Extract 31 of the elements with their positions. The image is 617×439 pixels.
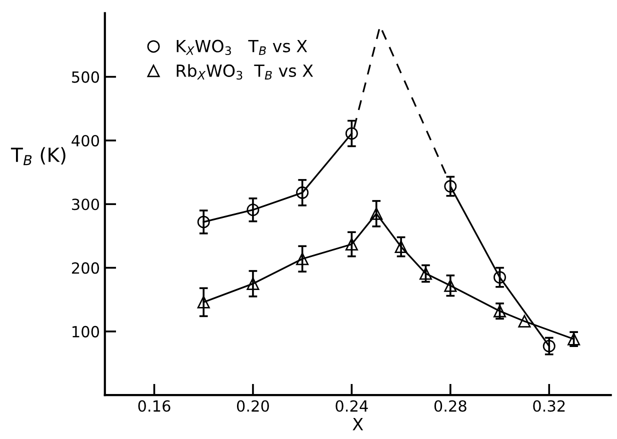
y-axis-title: T$_{B}$ (K) bbox=[10, 147, 66, 166]
x-tick-label: 0.16 bbox=[138, 400, 170, 412]
point bbox=[370, 207, 383, 220]
x-tick-label: 0.28 bbox=[434, 400, 466, 412]
y-tick-label: 300 bbox=[72, 198, 100, 210]
text: K$_{X}$WO$_{3}$ T$_{B}$ vs X bbox=[176, 40, 308, 56]
point bbox=[419, 267, 432, 280]
point bbox=[246, 277, 260, 290]
x-axis-title: X bbox=[352, 418, 364, 430]
y-tick-label: 200 bbox=[72, 262, 100, 274]
legend-label: Rb$_{X}$WO$_{3}$ T$_{B}$ vs X bbox=[176, 64, 314, 80]
point bbox=[518, 315, 531, 328]
y-tick-label: 400 bbox=[72, 134, 100, 146]
point bbox=[542, 340, 556, 352]
x-tick-label: 0.20 bbox=[236, 400, 269, 412]
x-tick-label: 0.24 bbox=[336, 400, 368, 412]
point bbox=[246, 204, 260, 216]
point bbox=[296, 252, 309, 266]
x-tick-label: 0.32 bbox=[533, 400, 565, 412]
point bbox=[494, 304, 506, 318]
y-tick-label: 100 bbox=[72, 326, 100, 338]
y-tick-label: 500 bbox=[72, 71, 100, 83]
point bbox=[444, 279, 457, 292]
point bbox=[394, 240, 408, 254]
point bbox=[345, 238, 358, 250]
point bbox=[345, 127, 358, 140]
point bbox=[197, 296, 210, 308]
point bbox=[444, 180, 457, 193]
point bbox=[296, 186, 309, 199]
point bbox=[197, 216, 210, 228]
point bbox=[494, 271, 506, 284]
